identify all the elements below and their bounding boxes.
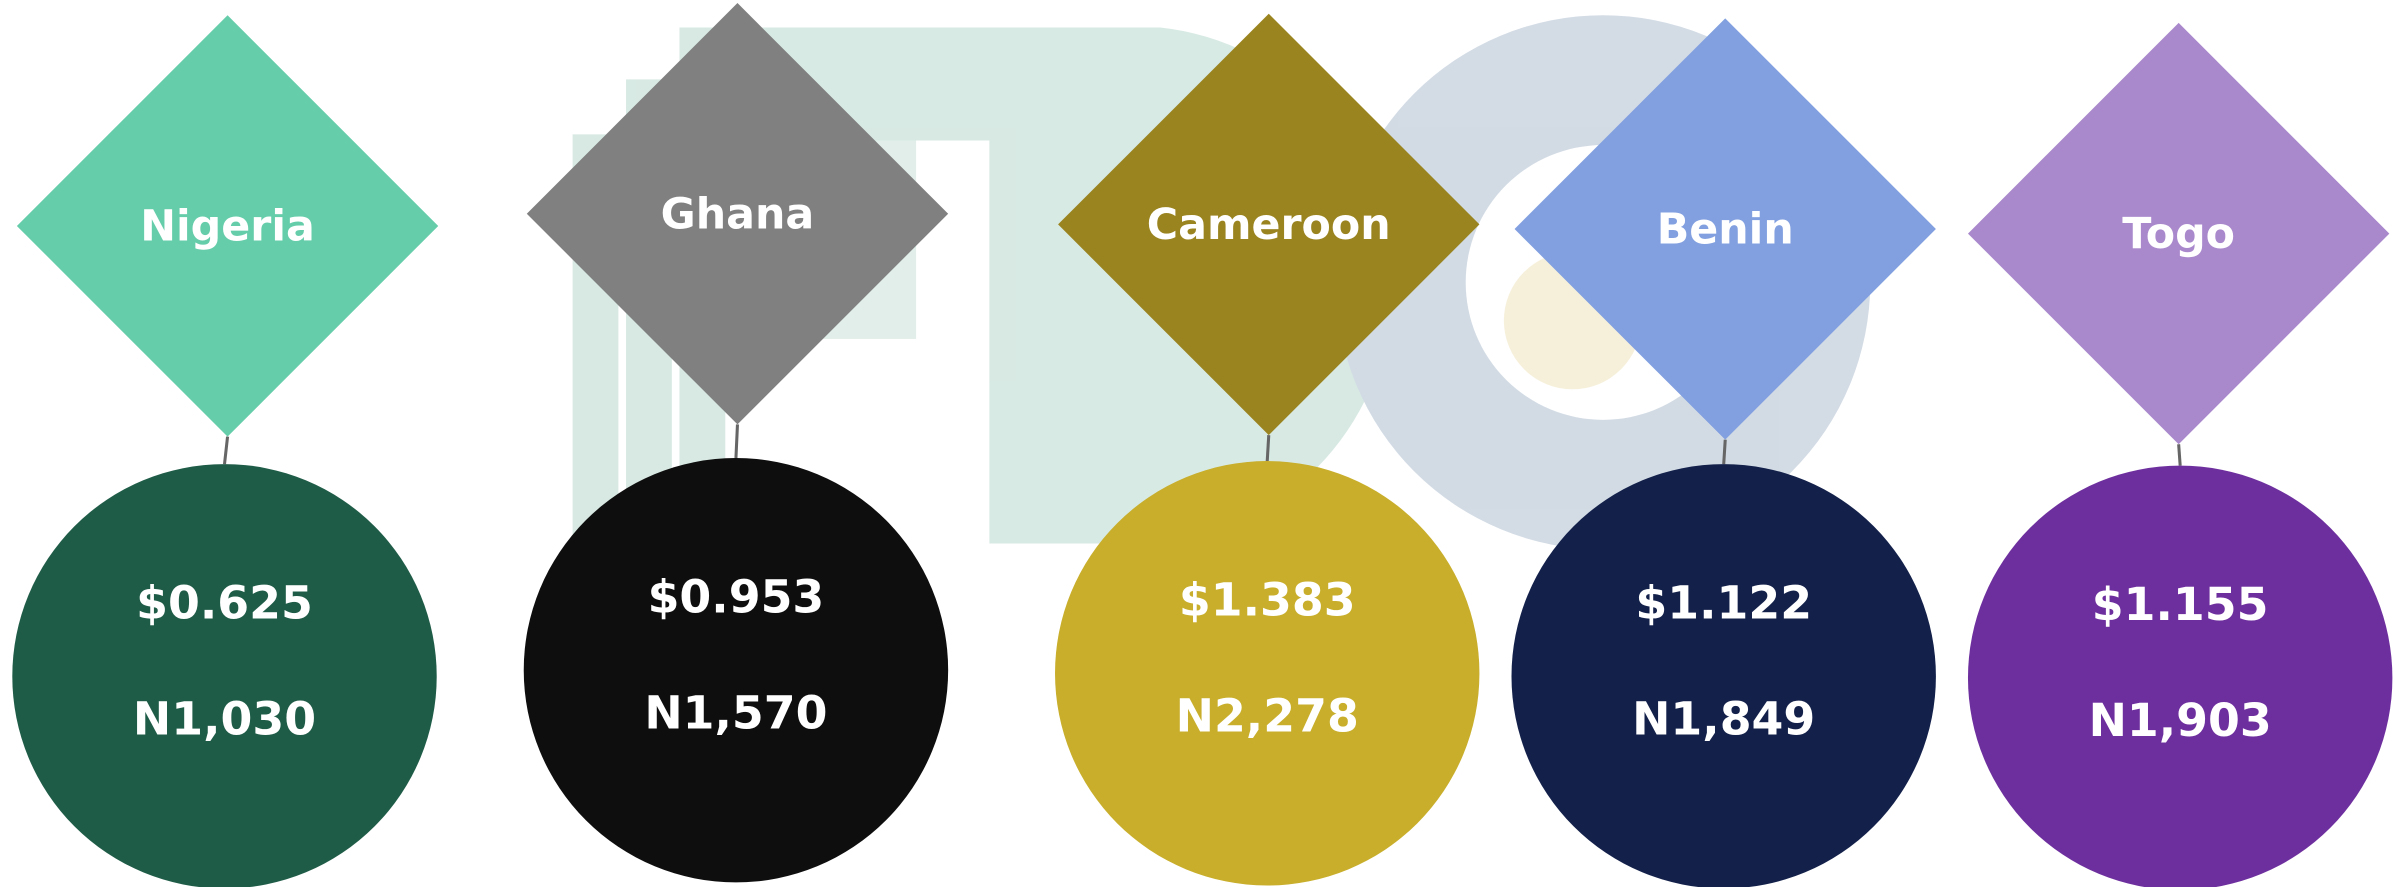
- diamond: [526, 3, 949, 425]
- connector: [1265, 435, 1271, 462]
- country-name: Togo: [2122, 209, 2235, 259]
- usd-price: $1.155: [2092, 577, 2269, 631]
- usd-price: $1.383: [1179, 573, 1356, 627]
- circle: [12, 464, 437, 887]
- connector: [2177, 444, 2182, 466]
- country-name: Cameroon: [1147, 200, 1391, 250]
- diamond: [1967, 22, 2390, 445]
- circle: [1511, 464, 1936, 887]
- circle: [523, 458, 949, 883]
- naira-price: N1,849: [1632, 692, 1815, 746]
- naira-price: N1,903: [2089, 693, 2272, 747]
- connector: [222, 436, 230, 465]
- connector: [734, 424, 739, 459]
- naira-price: N2,278: [1176, 689, 1359, 743]
- usd-price: $1.122: [1635, 576, 1812, 630]
- naira-price: N1,570: [644, 686, 827, 740]
- country-name: Ghana: [661, 189, 815, 239]
- usd-price: $0.625: [136, 576, 313, 630]
- diamond: [1058, 13, 1480, 436]
- country-name: Benin: [1657, 205, 1794, 255]
- diamond: [1514, 18, 1936, 440]
- usd-price: $0.953: [648, 569, 825, 623]
- circle: [1055, 461, 1480, 886]
- connector: [1722, 439, 1727, 465]
- circle: [1968, 465, 2393, 887]
- naira-price: N1,030: [133, 692, 316, 746]
- country-name: Nigeria: [140, 202, 315, 252]
